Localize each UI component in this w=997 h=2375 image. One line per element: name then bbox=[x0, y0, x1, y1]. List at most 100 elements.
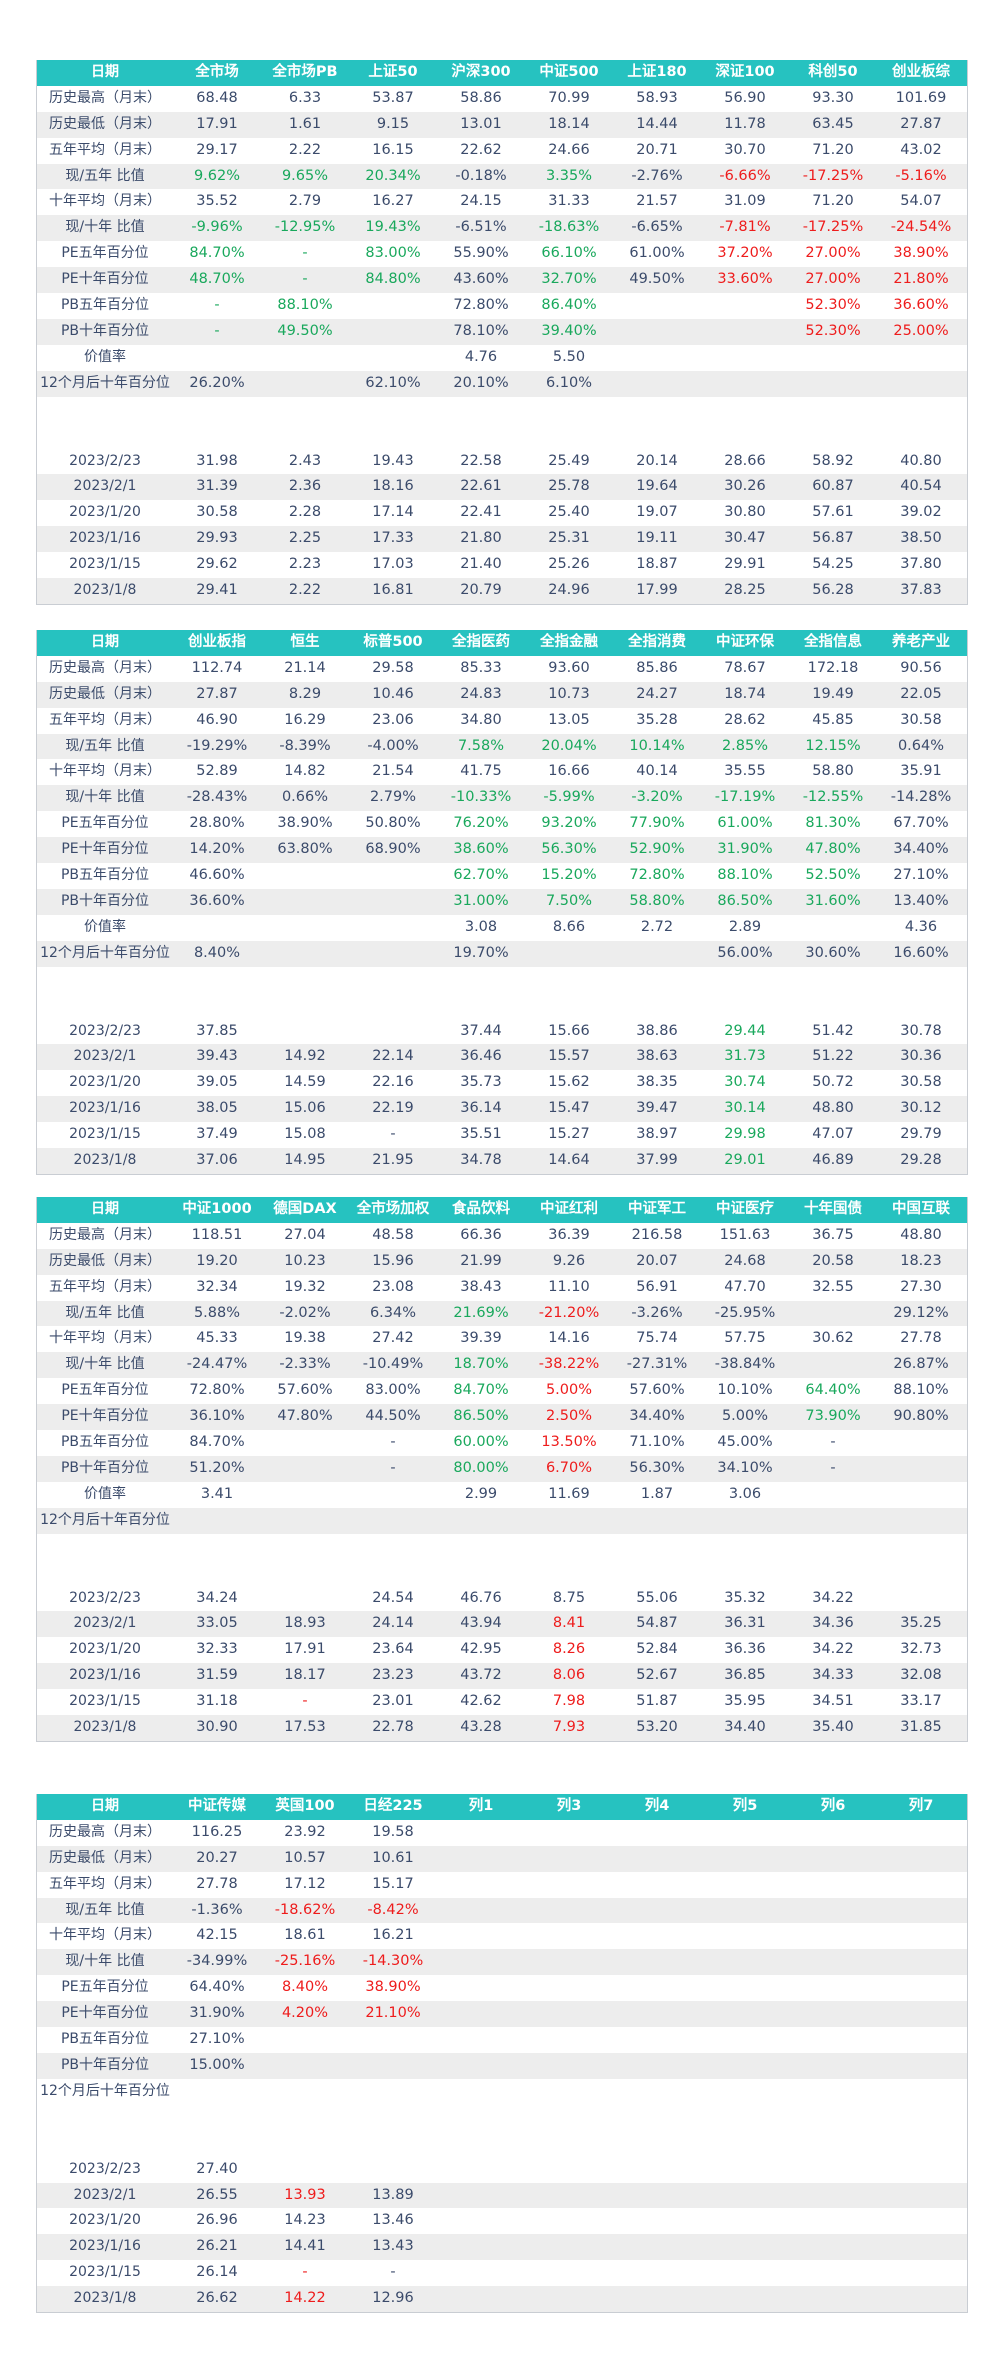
table-cell: 78.67 bbox=[724, 659, 766, 676]
table-cell: 14.16 bbox=[548, 1330, 590, 1347]
table-cell bbox=[877, 2001, 965, 2027]
table-cell: 27.87 bbox=[196, 685, 238, 702]
table-cell: 8.41 bbox=[552, 1615, 586, 1632]
row-label: PB十年百分位 bbox=[60, 2056, 150, 2073]
table-cell: 88.10% bbox=[893, 1382, 949, 1399]
table-cell: 40.14 bbox=[636, 763, 678, 780]
table-cell bbox=[877, 2260, 965, 2286]
table-row: 2023/1/15 26.14 - - bbox=[37, 2260, 967, 2286]
table-cell: -21.20% bbox=[538, 1304, 600, 1321]
table-cell: 27.87 bbox=[900, 115, 942, 132]
table-cell: 14.64 bbox=[548, 1152, 590, 1169]
table-header-row: 日期 中证传媒 英国100 日经225 列1 列3 列4 列5 列6 列7 bbox=[37, 1794, 967, 1820]
table-cell: 15.17 bbox=[372, 1875, 414, 1892]
table-cell bbox=[701, 1898, 789, 1924]
table-cell: 1.87 bbox=[640, 1485, 674, 1502]
table-cell: 35.40 bbox=[812, 1719, 854, 1736]
table-cell: 2.22 bbox=[288, 582, 322, 599]
table-cell bbox=[261, 1586, 349, 1612]
table-cell: 3.08 bbox=[464, 918, 498, 935]
table-cell: -17.25% bbox=[802, 167, 864, 184]
table-cell: 22.16 bbox=[372, 1074, 414, 1091]
row-label: 2023/1/8 bbox=[73, 1152, 137, 1169]
table-cell: 8.26 bbox=[552, 1641, 586, 1658]
column-header: 列4 bbox=[644, 1798, 670, 1814]
table-cell: -2.76% bbox=[631, 167, 683, 184]
table-cell: 37.20% bbox=[717, 245, 773, 262]
table-cell: 37.85 bbox=[196, 1022, 238, 1039]
table-cell: 36.31 bbox=[724, 1615, 766, 1632]
row-label: 2023/2/1 bbox=[73, 1048, 137, 1065]
table-cell: 3.35% bbox=[545, 167, 593, 184]
table-cell: 84.80% bbox=[365, 271, 421, 288]
table-cell: -17.25% bbox=[802, 219, 864, 236]
table-cell: 86.50% bbox=[717, 892, 773, 909]
column-header: 全市场加权 bbox=[356, 1201, 430, 1217]
table-cell: 45.33 bbox=[196, 1330, 238, 1347]
table-cell bbox=[877, 1482, 965, 1508]
table-cell: 68.48 bbox=[196, 89, 238, 106]
table-cell bbox=[525, 2027, 613, 2053]
row-label: PB十年百分位 bbox=[60, 1459, 150, 1476]
table-cell: 34.22 bbox=[812, 1589, 854, 1606]
table-cell bbox=[613, 2286, 701, 2312]
table-cell: -25.95% bbox=[714, 1304, 776, 1321]
table-cell: 60.00% bbox=[453, 1434, 509, 1451]
table-cell bbox=[437, 2286, 525, 2312]
table-cell: 60.87 bbox=[812, 478, 854, 495]
table-cell: 2.79% bbox=[369, 789, 417, 806]
table-cell bbox=[701, 2234, 789, 2260]
table-cell: -2.02% bbox=[279, 1304, 331, 1321]
row-label: 2023/1/16 bbox=[69, 1667, 141, 1684]
table-cell: 36.75 bbox=[812, 1226, 854, 1243]
row-label: 2023/1/20 bbox=[69, 504, 141, 521]
table-row: 2023/1/16 38.05 15.06 22.19 36.14 15.47 39.47 3… bbox=[37, 1096, 967, 1123]
table-cell: 21.40 bbox=[460, 556, 502, 573]
table-cell: 71.20 bbox=[812, 141, 854, 158]
table-cell bbox=[349, 2027, 437, 2053]
table-cell: 30.78 bbox=[900, 1022, 942, 1039]
table-cell: 7.58% bbox=[457, 737, 505, 754]
table-cell: 58.92 bbox=[812, 452, 854, 469]
table-cell: 14.22 bbox=[284, 2290, 326, 2307]
table-cell: 23.64 bbox=[372, 1641, 414, 1658]
table-cell: 10.73 bbox=[548, 685, 590, 702]
table-row: PE十年百分位 36.10% 47.80% 44.50% 86.50% 2.50% 34.4… bbox=[37, 1404, 967, 1431]
row-label: 2023/1/16 bbox=[69, 530, 141, 547]
row-label: 12个月后十年百分位 bbox=[40, 944, 170, 961]
row-label: 2023/2/23 bbox=[69, 2160, 141, 2177]
table-cell: 13.43 bbox=[372, 2238, 414, 2255]
row-label: PE十年百分位 bbox=[61, 2005, 149, 2022]
table-cell bbox=[877, 1456, 965, 1482]
table-row: 十年平均（月末） 42.15 18.61 16.21 bbox=[37, 1923, 967, 1949]
table-cell: 14.82 bbox=[284, 763, 326, 780]
table-cell bbox=[701, 2027, 789, 2053]
table-cell bbox=[789, 1949, 877, 1975]
row-label: PE五年百分位 bbox=[61, 1979, 149, 1996]
table-cell bbox=[349, 863, 437, 889]
table-cell: 38.86 bbox=[636, 1022, 678, 1039]
table-cell: 17.14 bbox=[372, 504, 414, 521]
table-cell: 42.15 bbox=[196, 1927, 238, 1944]
table-cell: 83.00% bbox=[365, 245, 421, 262]
row-label: 2023/1/8 bbox=[73, 1719, 137, 1736]
table-cell: 2.50% bbox=[545, 1408, 593, 1425]
table-cell: - bbox=[390, 1434, 396, 1451]
column-header: 全市场PB bbox=[272, 64, 338, 80]
table-cell bbox=[525, 1975, 613, 2001]
row-label: PE五年百分位 bbox=[61, 815, 149, 832]
table-cell bbox=[173, 915, 261, 941]
row-label: 十年平均（月末） bbox=[49, 1927, 161, 1944]
table-cell: 34.51 bbox=[812, 1693, 854, 1710]
table-cell: 64.40% bbox=[189, 1979, 245, 1996]
table-cell bbox=[525, 941, 613, 967]
table-cell: 34.10% bbox=[717, 1459, 773, 1476]
table-cell: 38.43 bbox=[460, 1278, 502, 1295]
table-cell: 36.46 bbox=[460, 1048, 502, 1065]
table-cell: 47.80% bbox=[277, 1408, 333, 1425]
table-cell: 56.00% bbox=[717, 944, 773, 961]
table-cell: 24.96 bbox=[548, 582, 590, 599]
table-cell: 84.70% bbox=[453, 1382, 509, 1399]
table-row: 历史最低（月末） 19.20 10.23 15.96 21.99 9.26 20.07 24.… bbox=[37, 1248, 967, 1275]
table-cell: 27.30 bbox=[900, 1278, 942, 1295]
